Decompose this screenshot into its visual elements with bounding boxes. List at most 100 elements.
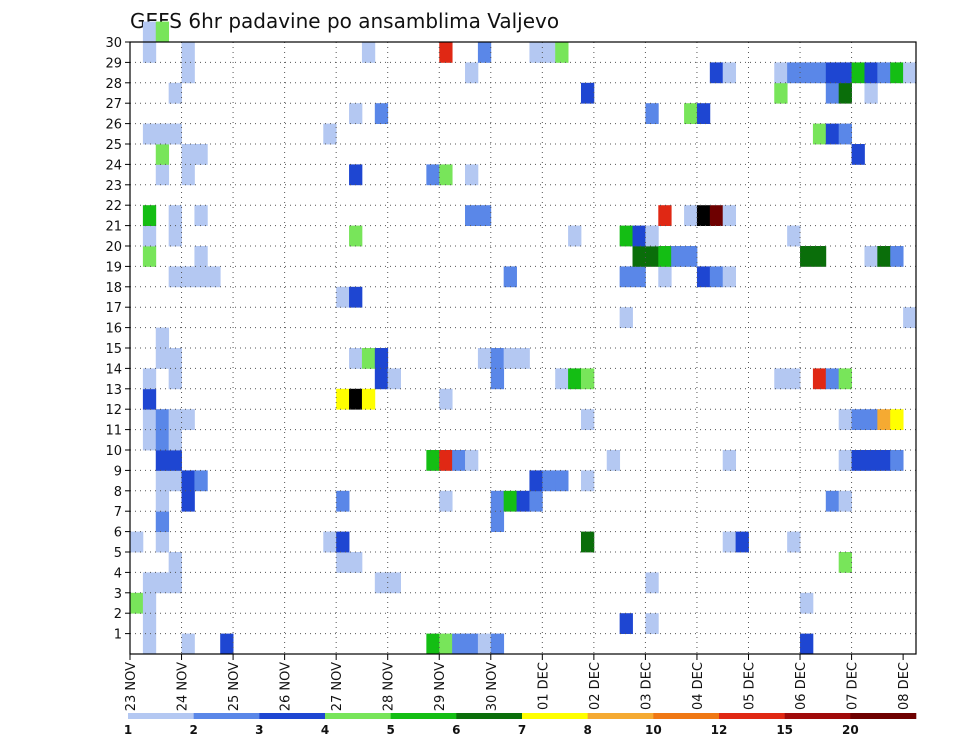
heatmap-cell xyxy=(838,409,852,430)
heatmap-cell xyxy=(465,633,479,655)
heatmap-cell xyxy=(568,368,582,390)
heatmap-cell xyxy=(336,388,350,410)
heatmap-cell xyxy=(323,123,337,145)
heatmap-cell xyxy=(452,633,466,655)
heatmap-cell xyxy=(155,123,170,145)
heatmap-cell xyxy=(220,633,234,655)
heatmap-cell xyxy=(722,531,737,553)
legend-swatch xyxy=(587,713,654,719)
heatmap-cell xyxy=(645,613,659,634)
heatmap-cell xyxy=(168,348,182,369)
heatmap-cell xyxy=(336,552,350,573)
legend-swatch xyxy=(784,713,851,719)
heatmap-cell xyxy=(864,62,878,84)
heatmap-cell xyxy=(825,62,840,84)
heatmap-cell xyxy=(555,470,569,492)
heatmap-cell xyxy=(181,409,195,430)
heatmap-cell xyxy=(155,164,170,186)
heatmap-cell xyxy=(155,531,170,553)
legend-swatch xyxy=(719,713,785,719)
heatmap-cell xyxy=(155,144,170,165)
y-tick-label: 19 xyxy=(105,260,122,275)
legend-tick-label: 2 xyxy=(189,723,197,737)
grid-lines xyxy=(130,42,916,654)
heatmap-cell xyxy=(155,409,170,430)
heatmap-cell xyxy=(542,42,556,63)
legend-swatch xyxy=(390,713,457,719)
heatmap-cell xyxy=(864,450,878,471)
heatmap-cell xyxy=(774,368,788,390)
heatmap-cell xyxy=(465,450,479,471)
y-tick-label: 29 xyxy=(105,56,122,71)
heatmap-cell xyxy=(465,62,479,84)
heatmap-cell xyxy=(349,552,363,573)
heatmap-cell xyxy=(181,490,195,512)
heatmap-cell xyxy=(890,450,904,471)
heatmap-cell xyxy=(619,266,633,288)
heatmap-cell xyxy=(155,429,170,451)
heatmap-cell xyxy=(142,123,157,145)
heatmap-cell xyxy=(155,572,170,594)
heatmap-cell xyxy=(194,205,208,226)
legend-tick-label: 6 xyxy=(452,723,460,737)
heatmap-cell xyxy=(838,368,852,390)
heatmap-cell xyxy=(490,511,505,532)
x-tick-label: 28 NOV xyxy=(382,662,397,711)
heatmap-cell xyxy=(130,531,144,553)
heatmap-cell xyxy=(800,633,814,655)
heatmap-cell xyxy=(645,572,659,594)
heatmap-cells xyxy=(130,21,917,655)
heatmap-cell xyxy=(155,450,170,471)
x-tick-label: 05 DEC xyxy=(742,662,757,710)
heatmap-cell xyxy=(877,246,891,267)
x-tick-label: 24 NOV xyxy=(176,662,191,711)
heatmap-cell xyxy=(361,42,376,63)
heatmap-cell xyxy=(439,164,453,186)
heatmap-cell xyxy=(722,266,737,288)
y-tick-label: 20 xyxy=(105,240,122,255)
heatmap-cell xyxy=(787,62,801,84)
y-tick-label: 16 xyxy=(105,322,122,337)
heatmap-cell xyxy=(851,62,865,84)
heatmap-cell xyxy=(838,552,852,573)
heatmap-cell xyxy=(349,388,363,410)
heatmap-cell xyxy=(336,490,350,512)
heatmap-cell xyxy=(168,368,182,390)
heatmap-cell xyxy=(696,266,711,288)
heatmap-cell xyxy=(439,633,453,655)
heatmap-cell xyxy=(349,103,363,124)
heatmap-cell xyxy=(142,42,157,63)
heatmap-cell xyxy=(439,450,453,471)
y-tick-label: 4 xyxy=(114,566,122,581)
heatmap-cell xyxy=(155,327,170,349)
x-tick-label: 06 DEC xyxy=(794,662,809,710)
heatmap-cell xyxy=(439,42,453,63)
heatmap-cell xyxy=(722,450,737,471)
y-tick-label: 22 xyxy=(105,199,122,214)
heatmap-cell xyxy=(800,592,814,614)
y-tick-label: 2 xyxy=(114,607,122,622)
heatmap-cell xyxy=(130,592,144,614)
heatmap-cell xyxy=(181,62,195,84)
heatmap-cell xyxy=(671,246,685,267)
heatmap-cell xyxy=(606,450,621,471)
heatmap-cell xyxy=(774,62,788,84)
legend-swatch xyxy=(522,713,588,719)
heatmap-cell xyxy=(619,225,633,247)
chart-title: GEFS 6hr padavine po ansamblima Valjevo xyxy=(130,9,559,33)
heatmap-cell xyxy=(735,531,749,553)
x-tick-label: 01 DEC xyxy=(536,662,551,710)
heatmap-cell xyxy=(181,164,195,186)
heatmap-cell xyxy=(787,225,801,247)
heatmap-cell xyxy=(529,490,543,512)
heatmap-cell xyxy=(155,470,170,492)
heatmap-cell xyxy=(709,266,724,288)
y-tick-label: 18 xyxy=(105,281,122,296)
heatmap-cell xyxy=(851,144,865,165)
heatmap-cell xyxy=(812,123,827,145)
legend-tick-label: 5 xyxy=(386,723,394,737)
heatmap-cell xyxy=(142,246,157,267)
heatmap-cell xyxy=(864,409,878,430)
y-tick-label: 9 xyxy=(114,464,122,479)
heatmap-cell xyxy=(439,490,453,512)
